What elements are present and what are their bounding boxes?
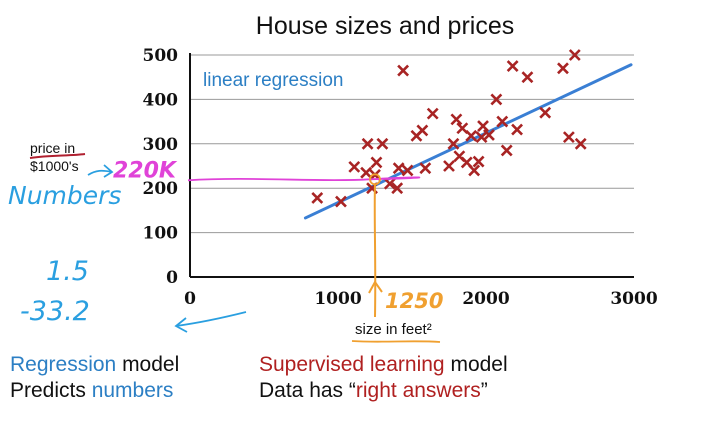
chart-title: House sizes and prices	[256, 12, 514, 40]
data-point	[465, 129, 478, 142]
caption-data-has: Data has “	[259, 379, 356, 402]
y-tick-label: 300	[143, 135, 179, 155]
data-point	[426, 107, 439, 120]
x-tick-label: 3000	[610, 289, 657, 309]
data-point	[477, 120, 489, 132]
data-point	[311, 192, 324, 204]
caption-right-answers-line: Data has “right answers”	[259, 378, 488, 404]
caption-model-word-2: model	[444, 353, 508, 376]
regression-line	[303, 63, 633, 220]
params-arrow	[174, 311, 247, 333]
y-tick-label: 400	[143, 90, 179, 110]
caption-supervised-words: Supervised learning	[259, 353, 445, 376]
y-axis-label-line1: price in	[30, 140, 75, 156]
x-axis-label: size in feet²	[355, 321, 432, 338]
data-point	[392, 162, 405, 175]
data-point	[361, 137, 374, 150]
caption-predicts-word: Predicts	[10, 379, 92, 402]
data-point	[539, 106, 552, 119]
vertical-arrowhead	[368, 280, 383, 294]
data-point	[401, 164, 414, 177]
data-point	[511, 123, 523, 136]
data-point	[450, 113, 463, 126]
x-tick-label: 1000	[314, 289, 361, 309]
data-point	[472, 155, 485, 168]
data-point	[447, 137, 460, 150]
data-point	[557, 62, 569, 75]
caption-right-answers: right answers	[355, 379, 481, 402]
data-point	[574, 137, 587, 150]
data-point	[376, 137, 389, 150]
fit-line-label: linear regression	[203, 70, 343, 91]
y-label-underline	[29, 153, 86, 159]
query-point-circle	[369, 173, 381, 186]
data-point	[500, 144, 513, 157]
caption-supervised-line: Supervised learning model	[259, 352, 508, 378]
caption-predicts-line: Predicts numbers	[10, 378, 173, 404]
y-tick-labels: 0 100 200 300 400 500	[143, 46, 179, 288]
data-point	[521, 71, 534, 84]
data-point	[397, 64, 410, 77]
y-tick-label: 500	[143, 46, 179, 66]
axes	[189, 53, 634, 278]
x-tick-label: 0	[184, 289, 196, 309]
handwritten-annotations: 220K 1250 size in feet² price in $1000's Numb…	[8, 140, 443, 343]
data-point	[383, 177, 396, 190]
data-point	[443, 160, 455, 172]
data-point	[496, 115, 509, 128]
data-point	[416, 124, 429, 137]
data-points	[311, 49, 587, 208]
data-point	[391, 182, 404, 195]
caption-numbers-word: numbers	[91, 379, 174, 402]
y-tick-label: 200	[143, 179, 179, 199]
numbers-handwritten: Numbers	[8, 181, 121, 210]
y-axis-label-line2: $1000's	[30, 158, 79, 174]
data-point	[568, 49, 581, 61]
data-point	[562, 131, 575, 144]
data-point	[370, 156, 383, 169]
data-point	[490, 93, 503, 106]
x-readout-label: 1250	[385, 289, 443, 313]
data-point	[506, 60, 519, 73]
caption-regression-word: Regression	[10, 353, 117, 376]
data-point	[360, 166, 373, 179]
param-value-1: 1.5	[46, 256, 89, 287]
x-tick-labels: 0 1000 2000 3000	[184, 289, 658, 309]
param-value-2: -33.2	[20, 296, 90, 327]
y-tick-label: 100	[143, 224, 179, 244]
caption-model-word: model	[116, 353, 180, 376]
caption-close-quote: ”	[480, 379, 488, 402]
data-point	[335, 195, 347, 208]
y-tick-label: 0	[166, 268, 178, 288]
y-readout-label: 220K	[113, 158, 178, 183]
data-point	[348, 160, 361, 173]
data-point	[483, 129, 495, 141]
y-label-arrow	[87, 164, 114, 178]
fit-line-group	[303, 63, 633, 220]
caption-regression-line: Regression model	[10, 352, 179, 378]
x-tick-label: 2000	[462, 289, 509, 309]
data-point	[468, 164, 481, 177]
prediction-vertical-line	[373, 183, 377, 318]
x-label-underline	[351, 340, 441, 343]
data-point	[419, 162, 432, 175]
